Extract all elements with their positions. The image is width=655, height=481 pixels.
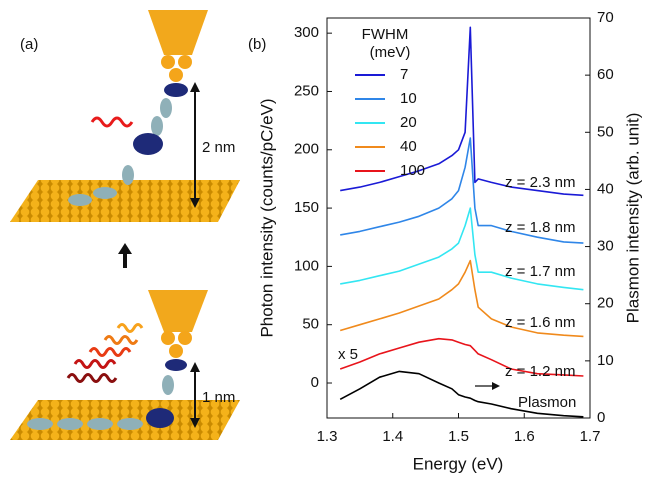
molecule-unit	[68, 194, 92, 206]
molecule-unit	[93, 187, 117, 199]
spectrum-line	[339, 259, 584, 338]
arrow-head	[190, 82, 200, 92]
arrow-head	[492, 382, 500, 390]
y-tick-label: 50	[302, 316, 319, 333]
molecule-unit	[151, 116, 163, 136]
legend-label: 7	[400, 66, 408, 83]
molecule-unit	[57, 418, 83, 430]
molecule-core	[146, 408, 174, 428]
spectrum-line	[339, 337, 584, 377]
tip-atom	[161, 55, 175, 69]
substrate	[10, 180, 240, 222]
molecule-core	[133, 133, 163, 155]
molecule-unit	[160, 98, 172, 118]
photon	[88, 347, 132, 357]
molecule-unit	[27, 418, 53, 430]
molecule-unit	[117, 418, 143, 430]
y-tick-label: 200	[294, 141, 319, 158]
annotation: z = 1.7 nm	[505, 263, 575, 280]
legend-label: 100	[400, 162, 425, 179]
legend-label: 40	[400, 138, 417, 155]
molecule-end	[164, 83, 188, 97]
spectrum-line	[339, 370, 584, 418]
tip	[148, 290, 208, 332]
annotation: z = 1.8 nm	[505, 219, 575, 236]
x-tick-label: 1.4	[382, 428, 403, 445]
molecule-unit	[122, 165, 134, 185]
y-tick-label: 250	[294, 82, 319, 99]
tip-atom	[178, 331, 192, 345]
x-axis-title: Energy (eV)	[413, 454, 504, 473]
legend-title: FWHM	[362, 26, 409, 43]
x-tick-label: 1.5	[448, 428, 469, 445]
y2-tick-label: 60	[597, 66, 614, 83]
x-tick-label: 1.3	[317, 428, 338, 445]
curve-label: Plasmon	[518, 394, 576, 411]
photon	[116, 323, 144, 333]
tip-atom	[178, 55, 192, 69]
x-tick-label: 1.7	[580, 428, 601, 445]
molecule-unit	[162, 375, 174, 395]
y-axis-title: Photon intensity (counts/pC/eV)	[257, 98, 276, 337]
y2-axis-title: Plasmon intensity (arb. unit)	[623, 113, 642, 324]
legend-label: 20	[400, 114, 417, 131]
arrow-head	[118, 243, 132, 254]
annotation: z = 1.6 nm	[505, 314, 575, 331]
photon	[66, 373, 118, 383]
legend-subtitle: (meV)	[370, 44, 411, 61]
y2-tick-label: 40	[597, 180, 614, 197]
photon	[90, 116, 134, 128]
annotation: z = 1.2 nm	[505, 363, 575, 380]
y2-tick-label: 50	[597, 123, 614, 140]
y-tick-label: 150	[294, 199, 319, 216]
y-tick-label: 300	[294, 24, 319, 41]
tip-atom	[169, 344, 183, 358]
y-tick-label: 0	[311, 374, 319, 391]
arrow-head	[190, 418, 200, 428]
arrow-head	[190, 362, 200, 372]
panel-label: (a)	[20, 36, 38, 53]
schematic: (a) 2 nm	[10, 10, 240, 440]
tip-atom	[169, 68, 183, 82]
arrow-head	[190, 198, 200, 208]
annotation: z = 2.3 nm	[505, 174, 575, 191]
molecule-end	[165, 359, 187, 371]
gap-label: 1 nm	[202, 389, 235, 406]
y2-tick-label: 20	[597, 295, 614, 312]
photon	[73, 359, 117, 369]
tip-atom	[161, 331, 175, 345]
panel-label: (b)	[248, 36, 266, 53]
spectrum-line	[340, 26, 584, 197]
legend-label: 10	[400, 90, 417, 107]
y2-tick-label: 0	[597, 409, 605, 426]
y2-tick-label: 70	[597, 9, 614, 26]
x-tick-label: 1.6	[514, 428, 535, 445]
annotation: x 5	[338, 346, 358, 363]
y2-tick-label: 30	[597, 238, 614, 255]
spectrum-line	[340, 207, 584, 291]
molecule-unit	[87, 418, 113, 430]
y2-tick-label: 10	[597, 352, 614, 369]
spectrum-line	[340, 137, 584, 244]
tip	[148, 10, 208, 55]
photon	[103, 335, 139, 345]
gap-label: 2 nm	[202, 139, 235, 156]
y-tick-label: 100	[294, 257, 319, 274]
